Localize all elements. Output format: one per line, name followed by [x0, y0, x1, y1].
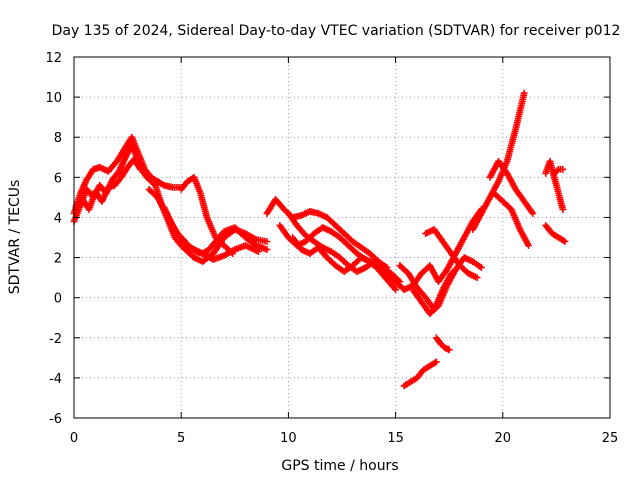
- x-tick-label: 25: [602, 431, 619, 446]
- y-tick-label: 8: [54, 131, 62, 146]
- series-track-20: [490, 189, 532, 249]
- data-point: [227, 248, 235, 256]
- data-point: [477, 264, 485, 271]
- y-tick-label: 12: [45, 51, 62, 66]
- x-tick-label: 10: [280, 431, 297, 446]
- data-point: [432, 358, 440, 366]
- x-axis-title: GPS time / hours: [281, 458, 398, 474]
- data-point: [263, 238, 271, 245]
- plot-frame: [73, 56, 611, 419]
- series-track-15: [422, 226, 481, 282]
- series-track-14: [409, 254, 485, 318]
- series-track-22: [542, 222, 569, 245]
- axis-ticks: [73, 56, 611, 419]
- y-tick-label: -6: [49, 412, 62, 427]
- data-point: [263, 246, 271, 253]
- x-tick-label: 15: [387, 431, 404, 446]
- x-tick-label: 20: [495, 431, 512, 446]
- data-point: [561, 238, 569, 245]
- y-tick-label: 6: [54, 171, 62, 186]
- data-point: [520, 89, 528, 97]
- data-point: [473, 274, 481, 282]
- data-point: [559, 165, 567, 173]
- data-point: [254, 248, 262, 255]
- data-point: [229, 250, 237, 257]
- x-tick-label: 5: [177, 431, 185, 446]
- series-track-3: [72, 155, 144, 213]
- y-tick-label: -2: [49, 332, 62, 347]
- data-point: [525, 242, 532, 249]
- y-tick-label: 10: [45, 91, 62, 106]
- series-track-11: [289, 234, 399, 294]
- y-tick-label: 2: [54, 252, 62, 267]
- data-point: [529, 210, 537, 217]
- data-point: [392, 286, 399, 294]
- x-tick-label: 0: [70, 431, 78, 446]
- y-tick-labels: -6 -4 -2 0 2 4 6 8 10 12: [45, 51, 62, 427]
- series-track-16: [400, 358, 440, 390]
- y-tick-label: -4: [49, 372, 62, 387]
- data-points: [70, 89, 569, 390]
- x-tick-labels: 0 5 10 15 20 25: [70, 431, 618, 446]
- chart-title: Day 135 of 2024, Sidereal Day-to-day VTE…: [52, 23, 621, 39]
- series-track-23: [550, 165, 567, 177]
- series-track-19: [486, 157, 537, 217]
- y-tick-label: 0: [54, 292, 62, 307]
- series-track-17: [432, 334, 453, 354]
- series-track-7: [177, 173, 237, 257]
- series-track-12: [392, 206, 485, 294]
- data-point: [559, 206, 567, 213]
- y-axis-title: SDTVAR / TECUs: [7, 180, 23, 295]
- y-tick-label: 4: [54, 211, 62, 226]
- data-point: [553, 167, 561, 175]
- data-point: [445, 346, 453, 354]
- series-track-6: [160, 204, 262, 263]
